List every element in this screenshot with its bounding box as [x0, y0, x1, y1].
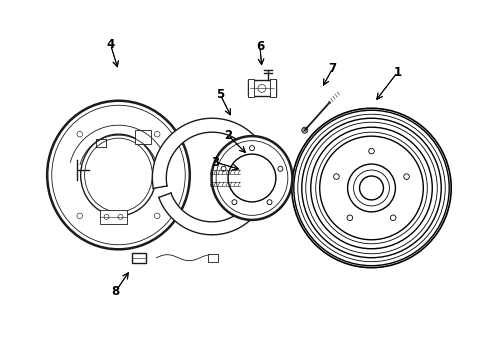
- Bar: [135, 130, 151, 144]
- Text: 8: 8: [111, 285, 120, 298]
- Circle shape: [291, 108, 450, 268]
- Text: 2: 2: [224, 129, 232, 142]
- Text: 1: 1: [392, 66, 401, 79]
- Bar: [208, 254, 218, 262]
- Polygon shape: [152, 118, 271, 193]
- Text: 6: 6: [255, 40, 264, 53]
- Text: 5: 5: [216, 88, 224, 101]
- Text: 3: 3: [211, 156, 219, 168]
- Text: 7: 7: [328, 62, 336, 75]
- Text: 4: 4: [106, 38, 114, 51]
- Polygon shape: [159, 193, 265, 235]
- Bar: [269, 80, 275, 97]
- Bar: [132, 253, 146, 263]
- Ellipse shape: [47, 100, 190, 250]
- Bar: [100, 210, 127, 224]
- Bar: [247, 80, 275, 96]
- Bar: [247, 80, 253, 97]
- Ellipse shape: [211, 136, 292, 220]
